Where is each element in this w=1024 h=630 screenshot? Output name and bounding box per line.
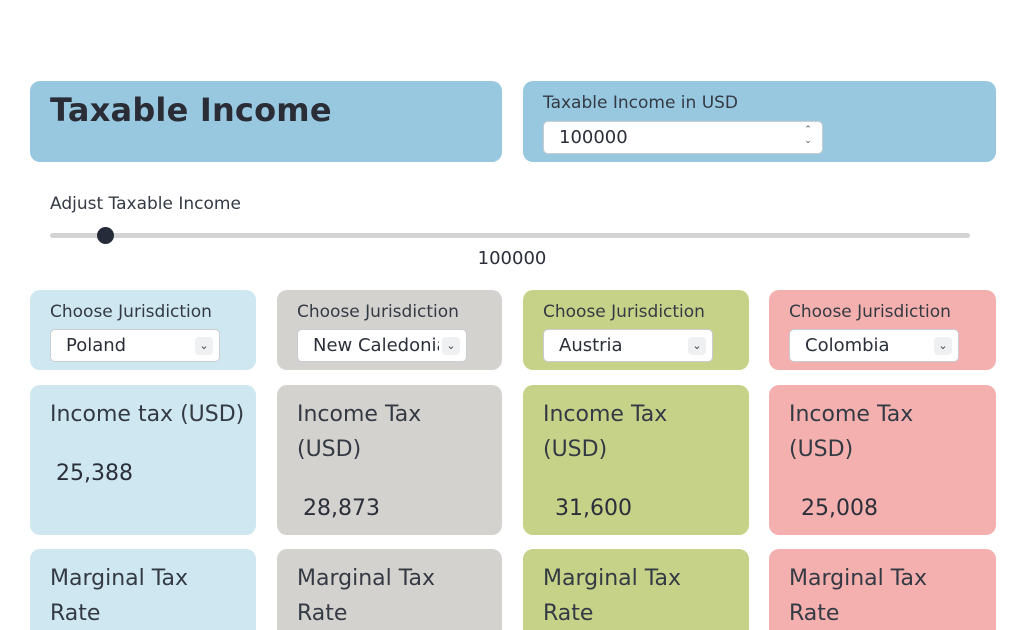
income-tax-card-3: Income Tax (USD) 31,600 bbox=[523, 385, 749, 535]
income-tax-value: 25,008 bbox=[801, 496, 878, 521]
choose-jurisdiction-label: Choose Jurisdiction bbox=[789, 302, 951, 322]
taxable-income-input[interactable]: 100000 ⌃ ⌄ bbox=[543, 121, 823, 154]
income-tax-card-2: Income Tax (USD) 28,873 bbox=[277, 385, 502, 535]
chevron-down-icon: ⌄ bbox=[442, 337, 460, 355]
income-slider-thumb[interactable] bbox=[96, 227, 114, 244]
jurisdiction-selected: Colombia bbox=[805, 335, 890, 356]
jurisdiction-select-3[interactable]: Austria ⌄ bbox=[543, 329, 713, 362]
choose-jurisdiction-label: Choose Jurisdiction bbox=[543, 302, 705, 322]
jurisdiction-select-4[interactable]: Colombia ⌄ bbox=[789, 329, 959, 362]
marginal-rate-label: Marginal Tax Rate bbox=[543, 566, 682, 626]
marginal-rate-card-3: Marginal Tax Rate bbox=[523, 549, 749, 630]
chevron-down-icon: ⌄ bbox=[688, 337, 706, 355]
jurisdiction-card-1: Choose Jurisdiction Poland ⌄ bbox=[30, 290, 256, 370]
income-tax-label: Income Tax (USD) bbox=[543, 402, 668, 462]
slider-label: Adjust Taxable Income bbox=[50, 194, 241, 214]
marginal-rate-label: Marginal Tax Rate bbox=[789, 566, 928, 626]
title-card: Taxable Income bbox=[30, 81, 502, 162]
marginal-rate-label: Marginal Tax Rate bbox=[50, 566, 189, 626]
income-tax-label: Income Tax (USD) bbox=[297, 402, 422, 462]
jurisdiction-selected: Poland bbox=[66, 335, 127, 356]
jurisdiction-card-3: Choose Jurisdiction Austria ⌄ bbox=[523, 290, 749, 370]
income-slider-track[interactable] bbox=[50, 233, 970, 238]
slider-value: 100000 bbox=[477, 248, 547, 269]
chevron-down-icon: ⌄ bbox=[195, 337, 213, 355]
jurisdiction-selected: New Caledonia bbox=[313, 335, 439, 356]
page-title: Taxable Income bbox=[50, 91, 332, 129]
jurisdiction-card-4: Choose Jurisdiction Colombia ⌄ bbox=[769, 290, 996, 370]
jurisdiction-select-1[interactable]: Poland ⌄ bbox=[50, 329, 220, 362]
income-input-label: Taxable Income in USD bbox=[543, 93, 739, 113]
spinner-arrows-icon[interactable]: ⌃ ⌄ bbox=[804, 125, 812, 146]
income-tax-card-4: Income Tax (USD) 25,008 bbox=[769, 385, 996, 535]
marginal-rate-card-4: Marginal Tax Rate bbox=[769, 549, 996, 630]
income-tax-value: 31,600 bbox=[555, 496, 632, 521]
income-tax-label: Income Tax (USD) bbox=[789, 402, 914, 462]
jurisdiction-card-2: Choose Jurisdiction New Caledonia ⌄ bbox=[277, 290, 502, 370]
marginal-rate-card-1: Marginal Tax Rate bbox=[30, 549, 256, 630]
choose-jurisdiction-label: Choose Jurisdiction bbox=[50, 302, 212, 322]
income-input-card: Taxable Income in USD 100000 ⌃ ⌄ bbox=[523, 81, 996, 162]
chevron-down-icon: ⌄ bbox=[934, 337, 952, 355]
income-tax-label: Income tax (USD) bbox=[50, 402, 245, 427]
jurisdiction-selected: Austria bbox=[559, 335, 623, 356]
choose-jurisdiction-label: Choose Jurisdiction bbox=[297, 302, 459, 322]
jurisdiction-select-2[interactable]: New Caledonia ⌄ bbox=[297, 329, 467, 362]
income-tax-value: 25,388 bbox=[56, 461, 133, 486]
taxable-income-value: 100000 bbox=[559, 127, 628, 148]
marginal-rate-label: Marginal Tax Rate bbox=[297, 566, 436, 626]
income-tax-value: 28,873 bbox=[303, 496, 380, 521]
marginal-rate-card-2: Marginal Tax Rate bbox=[277, 549, 502, 630]
income-tax-card-1: Income tax (USD) 25,388 bbox=[30, 385, 256, 535]
